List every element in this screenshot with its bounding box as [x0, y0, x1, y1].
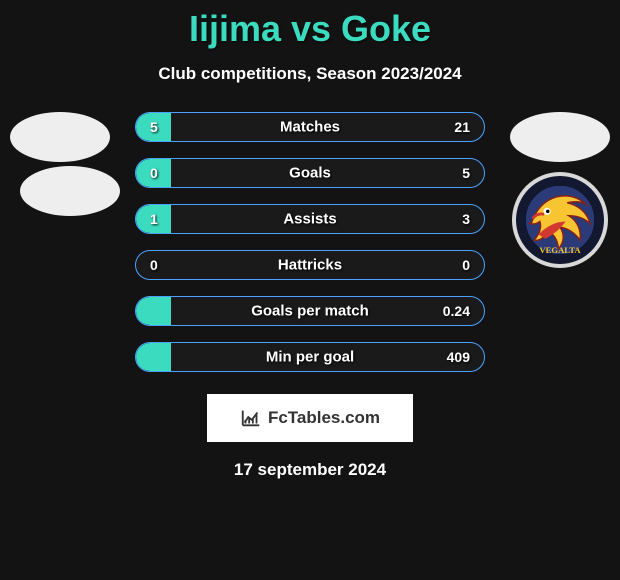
stat-value-right: 409 [447, 349, 470, 365]
stat-row-hattricks: 0 Hattricks 0 [135, 250, 485, 280]
stat-label: Hattricks [136, 257, 484, 274]
stat-value-right: 0 [462, 257, 470, 273]
vegalta-icon: VEGALTA [524, 184, 596, 256]
club-crest-right: VEGALTA [512, 172, 608, 268]
stat-label: Goals [136, 165, 484, 182]
stat-label: Assists [136, 211, 484, 228]
brand-text: FcTables.com [268, 408, 380, 428]
stat-value-right: 0.24 [443, 303, 470, 319]
stat-label: Min per goal [136, 349, 484, 366]
stat-row-mpg: Min per goal 409 [135, 342, 485, 372]
stat-value-right: 21 [454, 119, 470, 135]
chart-icon [240, 407, 262, 429]
stats-container: 5 Matches 21 0 Goals 5 1 Assists 3 0 Hat… [135, 112, 485, 372]
player-badge-left-1 [10, 112, 110, 162]
stat-row-assists: 1 Assists 3 [135, 204, 485, 234]
stat-value-right: 3 [462, 211, 470, 227]
brand-box: FcTables.com [207, 394, 413, 442]
stat-row-matches: 5 Matches 21 [135, 112, 485, 142]
svg-text:VEGALTA: VEGALTA [539, 245, 581, 255]
date-text: 17 september 2024 [0, 460, 620, 480]
stat-label: Goals per match [136, 303, 484, 320]
subtitle: Club competitions, Season 2023/2024 [0, 64, 620, 84]
player-badge-left-2 [20, 166, 120, 216]
page-title: Iijima vs Goke [0, 0, 620, 50]
stat-row-goals: 0 Goals 5 [135, 158, 485, 188]
stat-value-right: 5 [462, 165, 470, 181]
stat-label: Matches [136, 119, 484, 136]
stat-row-gpm: Goals per match 0.24 [135, 296, 485, 326]
player-badge-right-1 [510, 112, 610, 162]
